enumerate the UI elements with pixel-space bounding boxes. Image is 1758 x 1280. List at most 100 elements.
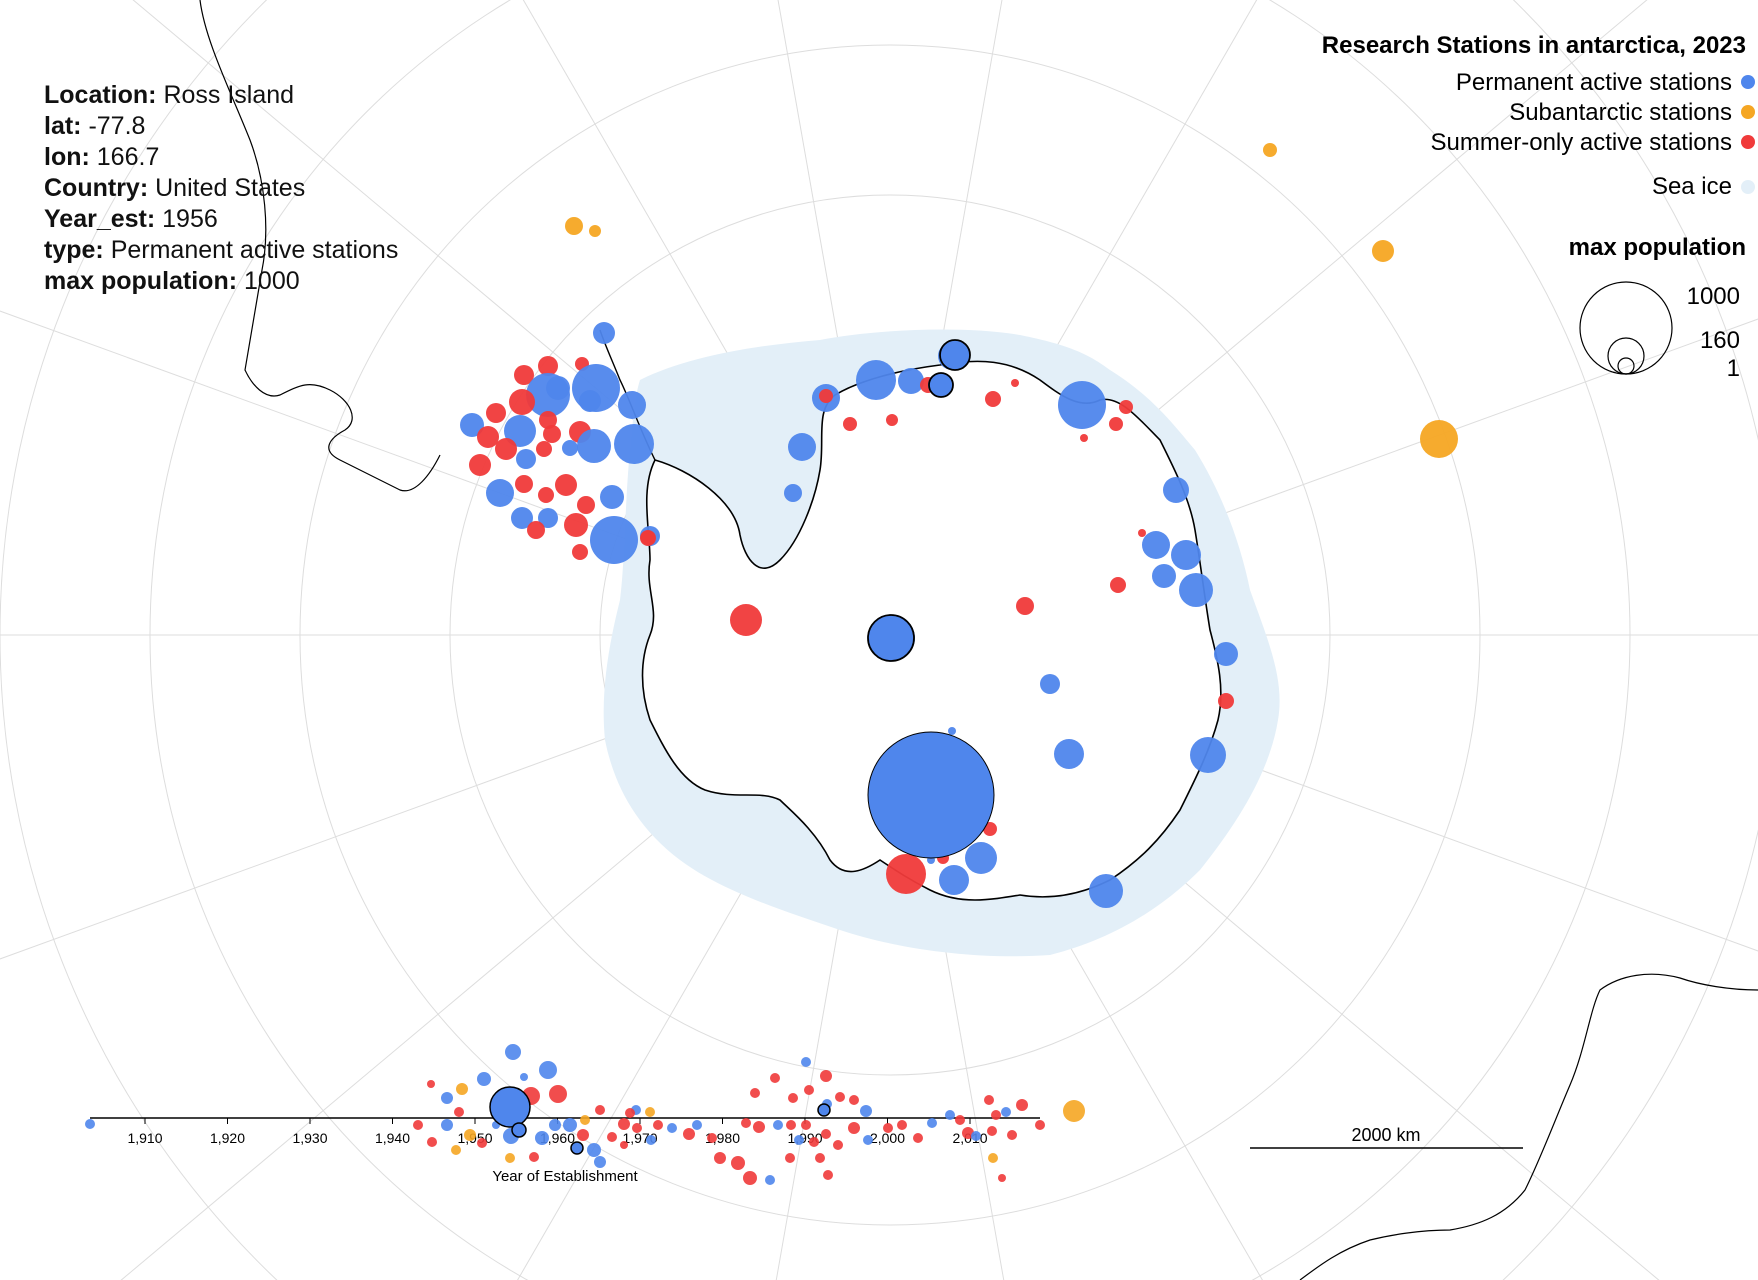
timeline-station-dot[interactable] [801, 1057, 811, 1067]
timeline-station-dot[interactable] [456, 1083, 468, 1095]
station-marker[interactable] [460, 413, 484, 437]
station-marker[interactable] [514, 365, 534, 385]
station-marker-selected[interactable] [867, 614, 915, 662]
timeline-station-dot[interactable] [441, 1092, 453, 1104]
station-marker[interactable] [1119, 400, 1133, 414]
timeline-station-dot[interactable] [731, 1156, 745, 1170]
station-marker[interactable] [538, 508, 558, 528]
station-marker-selected[interactable] [939, 339, 971, 371]
timeline-station-dot[interactable] [454, 1107, 464, 1117]
station-marker[interactable] [577, 496, 595, 514]
timeline-station-dot[interactable] [1035, 1120, 1045, 1130]
timeline-station-dot[interactable] [820, 1070, 832, 1082]
timeline-station-dot[interactable] [984, 1095, 994, 1105]
station-marker[interactable] [536, 441, 552, 457]
station-marker[interactable] [589, 225, 601, 237]
timeline-station-dot[interactable] [451, 1145, 461, 1155]
timeline-station-dot[interactable] [539, 1061, 557, 1079]
timeline-station-dot[interactable] [535, 1131, 549, 1145]
timeline-station-dot[interactable] [441, 1119, 453, 1131]
timeline-station-dot[interactable] [988, 1153, 998, 1163]
timeline-station-dot[interactable] [848, 1122, 860, 1134]
timeline-station-dot[interactable] [821, 1129, 831, 1139]
timeline-station-dot[interactable] [464, 1129, 476, 1141]
timeline-station-dot[interactable] [794, 1135, 804, 1145]
timeline-dot-selected[interactable] [511, 1122, 527, 1138]
station-marker[interactable] [539, 411, 557, 429]
timeline-station-dot[interactable] [683, 1128, 695, 1140]
timeline-station-dot[interactable] [645, 1107, 655, 1117]
timeline-station-dot[interactable] [788, 1093, 798, 1103]
timeline-station-dot[interactable] [595, 1105, 605, 1115]
timeline-station-dot[interactable] [743, 1171, 757, 1185]
timeline-station-dot[interactable] [692, 1120, 702, 1130]
timeline-station-dot[interactable] [618, 1118, 630, 1130]
timeline-station-dot[interactable] [750, 1088, 760, 1098]
station-marker[interactable] [600, 485, 624, 509]
station-marker[interactable] [572, 364, 620, 412]
timeline-station-dot[interactable] [632, 1123, 642, 1133]
station-marker[interactable] [538, 356, 558, 376]
station-marker[interactable] [1372, 240, 1394, 262]
station-marker[interactable] [1218, 693, 1234, 709]
timeline-dot-selected[interactable] [817, 1103, 831, 1117]
station-marker[interactable] [1142, 531, 1170, 559]
timeline-station-dot[interactable] [809, 1137, 819, 1147]
timeline-station-dot[interactable] [577, 1129, 589, 1141]
station-marker[interactable] [948, 727, 956, 735]
timeline-station-dot[interactable] [427, 1080, 435, 1088]
station-marker[interactable] [469, 454, 491, 476]
timeline-station-dot[interactable] [804, 1085, 814, 1095]
station-marker[interactable] [1420, 420, 1458, 458]
station-marker[interactable] [555, 474, 577, 496]
timeline-station-dot[interactable] [927, 1118, 937, 1128]
timeline-station-dot[interactable] [945, 1110, 955, 1120]
timeline-station-dot[interactable] [785, 1153, 795, 1163]
station-marker[interactable] [1080, 434, 1088, 442]
station-marker[interactable] [1263, 143, 1277, 157]
station-marker[interactable] [1040, 674, 1060, 694]
station-marker[interactable] [565, 217, 583, 235]
station-marker[interactable] [886, 854, 926, 894]
timeline-station-dot[interactable] [897, 1120, 907, 1130]
station-marker[interactable] [1138, 529, 1146, 537]
timeline-station-dot[interactable] [587, 1143, 601, 1157]
timeline-station-dot[interactable] [625, 1108, 635, 1118]
timeline-station-dot[interactable] [549, 1119, 561, 1131]
station-marker[interactable] [1179, 573, 1213, 607]
timeline-station-dot[interactable] [505, 1044, 521, 1060]
timeline-station-dot[interactable] [955, 1115, 965, 1125]
station-marker[interactable] [618, 391, 646, 419]
station-marker[interactable] [1214, 642, 1238, 666]
station-marker[interactable] [562, 440, 578, 456]
timeline-station-dot[interactable] [786, 1120, 796, 1130]
timeline-station-dot[interactable] [505, 1153, 515, 1163]
station-marker[interactable] [1016, 597, 1034, 615]
station-marker[interactable] [526, 373, 570, 417]
station-marker[interactable] [515, 475, 533, 493]
station-marker[interactable] [1152, 564, 1176, 588]
station-marker[interactable] [784, 484, 802, 502]
station-marker[interactable] [1163, 477, 1189, 503]
station-marker[interactable] [538, 487, 554, 503]
timeline-station-dot[interactable] [607, 1132, 617, 1142]
timeline-station-dot[interactable] [833, 1140, 843, 1150]
timeline-station-dot[interactable] [580, 1115, 590, 1125]
timeline-station-dot[interactable] [835, 1092, 845, 1102]
station-marker[interactable] [509, 389, 535, 415]
station-marker[interactable] [856, 360, 896, 400]
timeline-station-dot[interactable] [823, 1170, 833, 1180]
station-marker[interactable] [516, 449, 536, 469]
station-marker[interactable] [1171, 540, 1201, 570]
station-marker[interactable] [1109, 417, 1123, 431]
station-marker[interactable] [843, 417, 857, 431]
station-marker[interactable] [593, 322, 615, 344]
timeline-station-dot[interactable] [860, 1105, 872, 1117]
timeline-station-dot[interactable] [427, 1137, 437, 1147]
timeline-station-dot[interactable] [849, 1095, 859, 1105]
timeline-station-dot[interactable] [815, 1153, 825, 1163]
timeline-station-dot[interactable] [770, 1073, 780, 1083]
timeline-station-dot[interactable] [563, 1118, 577, 1132]
station-marker[interactable] [965, 842, 997, 874]
station-marker[interactable] [477, 426, 499, 448]
